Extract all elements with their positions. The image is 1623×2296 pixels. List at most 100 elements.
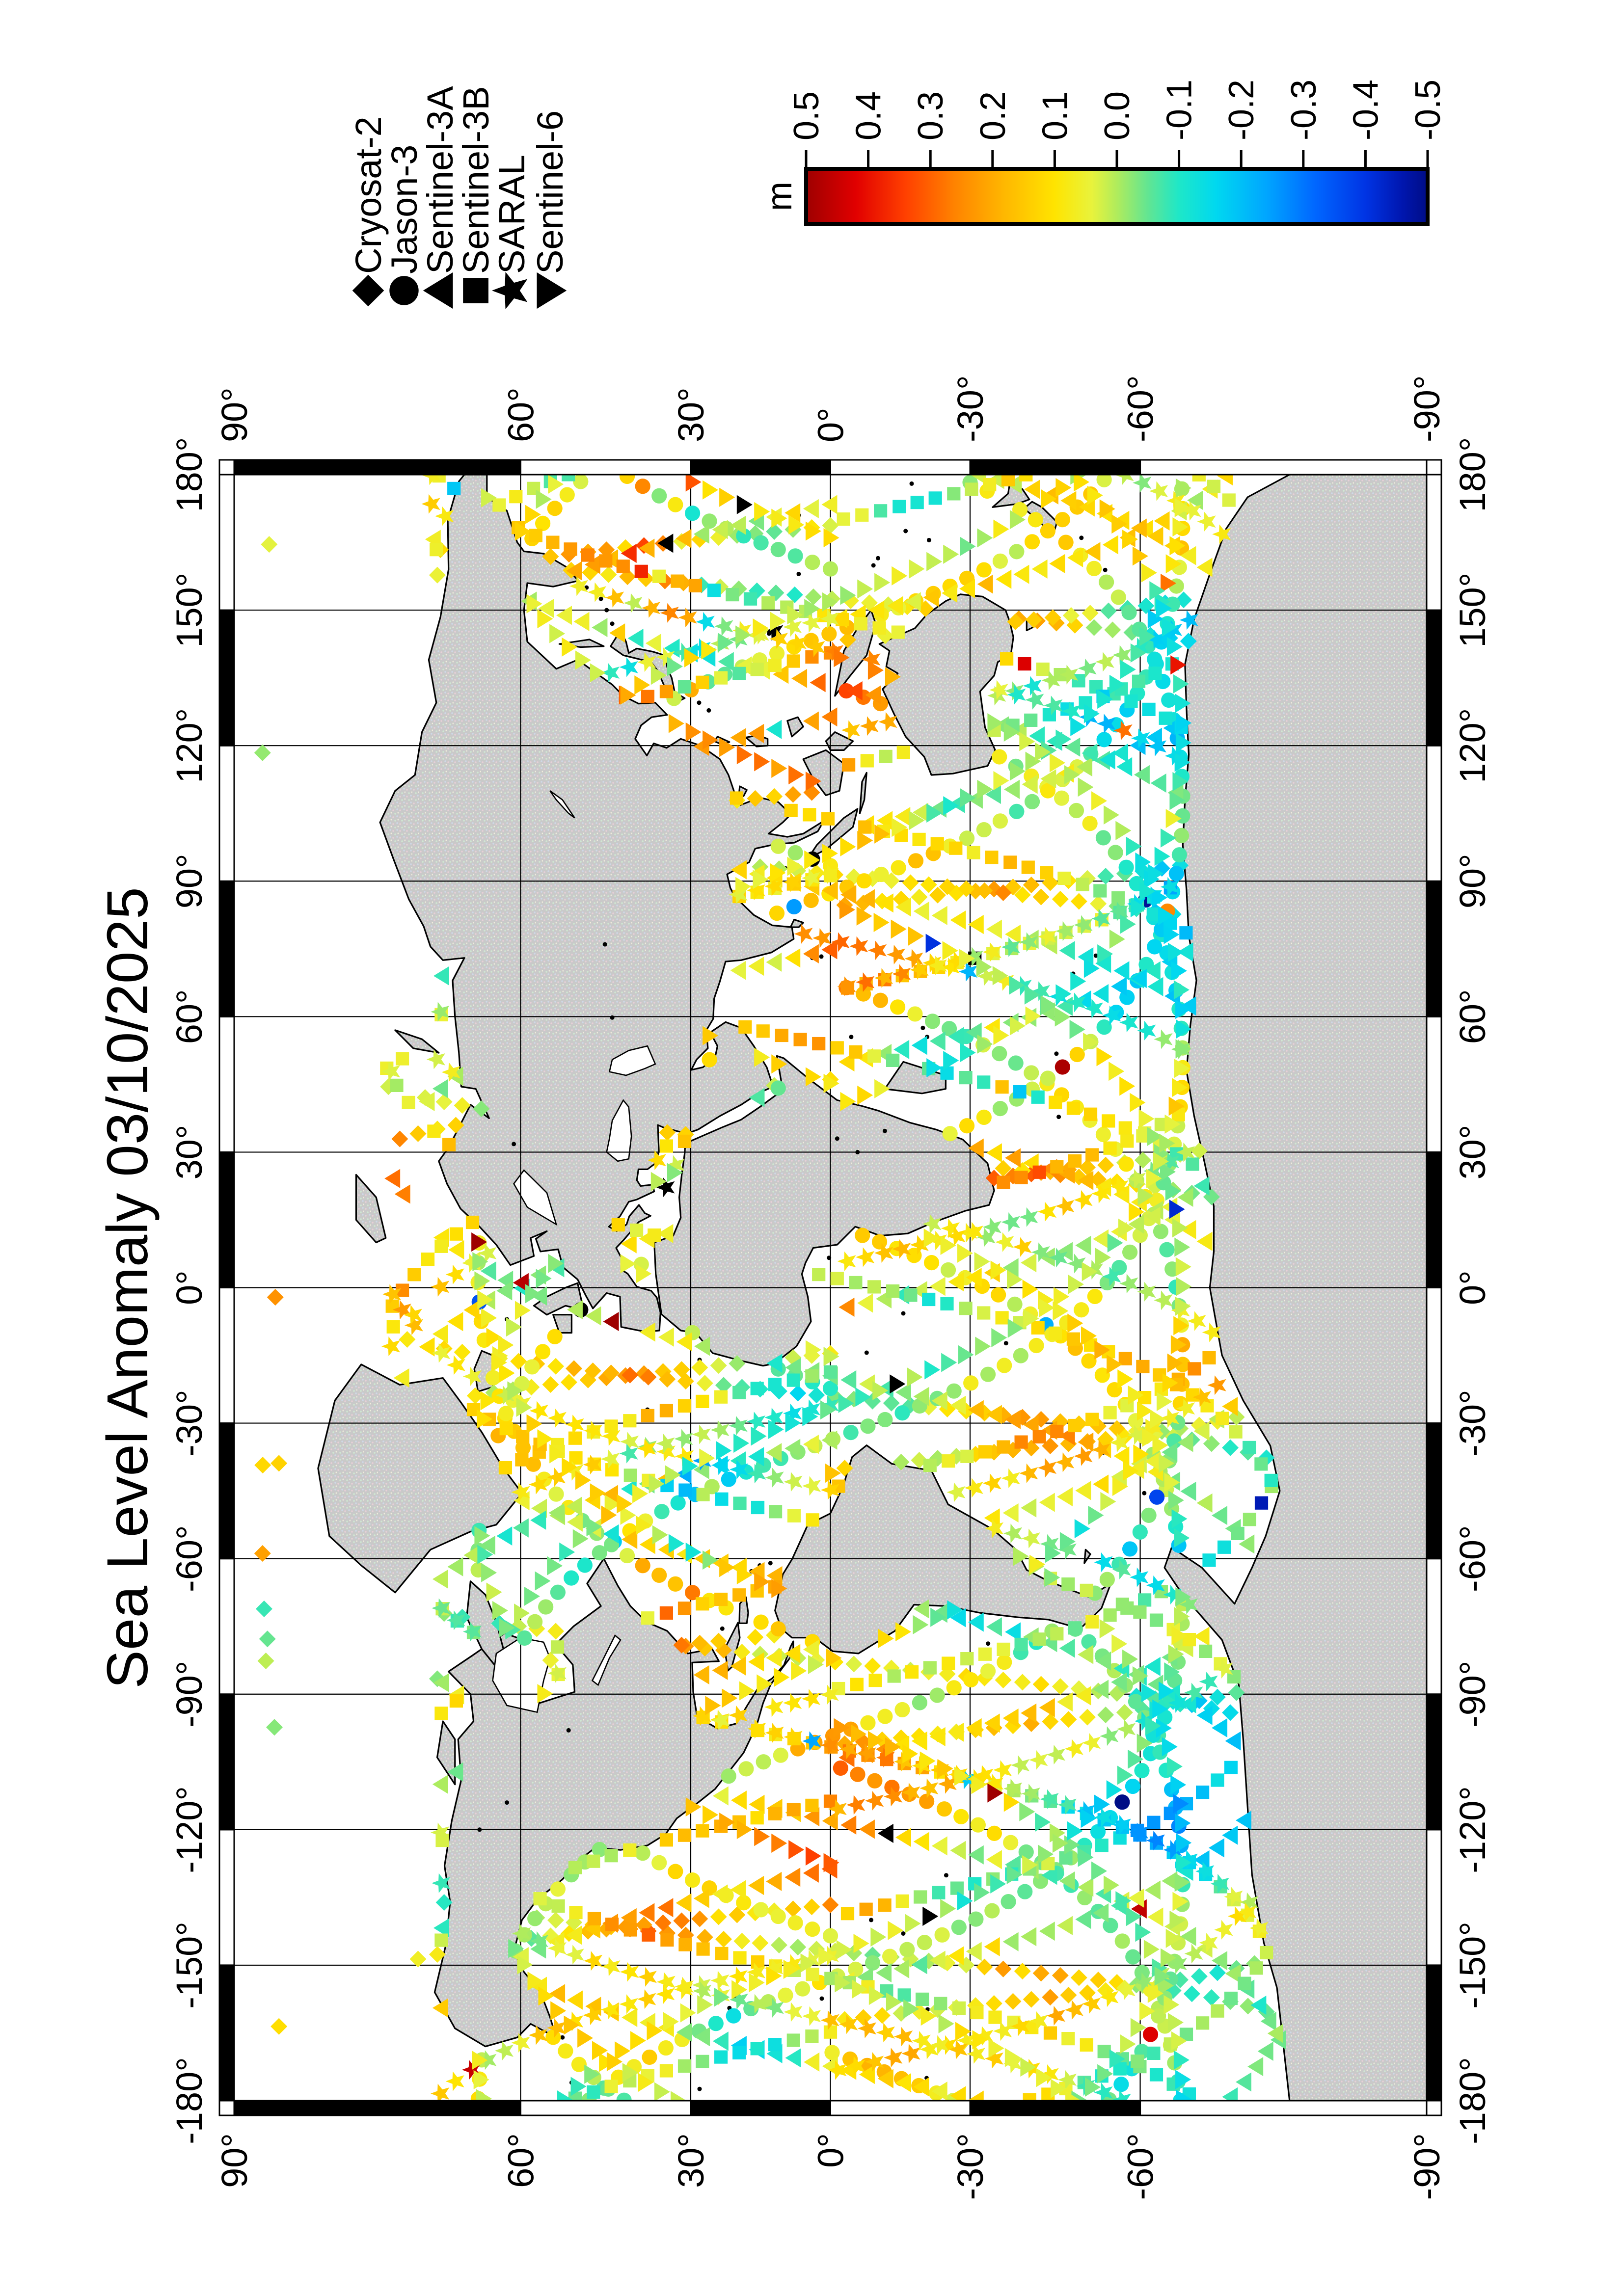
island-dot <box>1142 1491 1147 1495</box>
island-dot <box>920 1025 925 1030</box>
island-dot <box>610 621 615 626</box>
legend-row-Sentinel-6: Sentinel-6 <box>530 110 570 309</box>
lon-tick-label-top: -60° <box>169 1525 210 1592</box>
island-dot <box>697 2086 702 2091</box>
lon-tick-label-bottom: 60° <box>1452 989 1493 1044</box>
lon-tick-label-bottom: 90° <box>1452 854 1493 908</box>
legend-satellite-label: Sentinel-3A <box>420 86 460 274</box>
lon-tick-label-top: 30° <box>169 1124 210 1179</box>
lat-tick-label-left: 30° <box>671 2133 711 2188</box>
land-mindanao <box>786 716 804 738</box>
island-dot <box>566 1728 571 1733</box>
lat-tick-label-right: 30° <box>671 387 711 442</box>
lat-tick-label-left: -90° <box>1407 2133 1447 2200</box>
legend-satellite-label: Jason-3 <box>384 145 425 274</box>
plot-title: Sea Level Anomaly 03/10/2025 <box>95 887 160 1689</box>
lake-baikal <box>549 790 575 819</box>
island-dot <box>768 1561 773 1566</box>
lon-tick-label-bottom: 120° <box>1452 708 1493 783</box>
legend-symbol-star-icon <box>491 271 528 310</box>
tracks-Sentinel-6 <box>471 475 1192 2101</box>
land-svalbard <box>355 1174 387 1244</box>
legend: Cryosat-2Jason-3Sentinel-3ASentinel-3BSA… <box>348 86 570 310</box>
colorbar: m 0.5 0.4 0.3 0.2 0.1 0.0 -0.1 -0.2 -0.3 -0.4 -0.5 <box>760 80 1448 226</box>
land-madagascar <box>884 1061 947 1095</box>
island-dot <box>1103 567 1108 572</box>
colorbar-tick-label: 0.5 <box>787 91 826 140</box>
legend-row-Sentinel-3A: Sentinel-3A <box>420 86 460 309</box>
island-dot <box>1054 1051 1059 1056</box>
island-dot <box>926 537 931 542</box>
island-dot <box>882 1128 887 1133</box>
tracks-SARAL <box>381 475 1269 2101</box>
legend-satellite-label: SARAL <box>491 155 532 274</box>
colorbar-tick-label: 0.4 <box>849 91 889 140</box>
legend-symbol-triangle-up-icon <box>423 272 453 309</box>
lat-tick-label-right: -30° <box>950 375 991 442</box>
land-victoria_island <box>436 1720 456 1786</box>
island-dot <box>901 1311 906 1316</box>
legend-satellite-label: Cryosat-2 <box>348 116 389 274</box>
colorbar-tick-label: -0.1 <box>1160 80 1199 140</box>
island-dot <box>909 481 914 486</box>
colorbar-tick-label: 0.2 <box>974 91 1013 140</box>
island-dot <box>819 1996 824 2001</box>
legend-row-Cryosat-2: Cryosat-2 <box>348 116 389 307</box>
legend-row-SARAL: SARAL <box>491 155 532 310</box>
legend-satellite-label: Sentinel-3B <box>456 86 496 274</box>
lon-tick-label-bottom: -30° <box>1452 1389 1493 1457</box>
land-ireland <box>552 1314 572 1334</box>
legend-satellite-label: Sentinel-6 <box>530 110 570 274</box>
land-novaya_zemlya <box>394 1029 440 1054</box>
island-dot <box>864 1350 869 1355</box>
lat-tick-label-left: -60° <box>1120 2133 1161 2200</box>
lat-tick-label-right: -60° <box>1120 375 1161 442</box>
lon-tick-label-bottom: 30° <box>1452 1124 1493 1179</box>
island-dot <box>720 1626 725 1631</box>
lon-tick-label-top: -180° <box>169 2057 210 2144</box>
lon-tick-label-bottom: -90° <box>1452 1660 1493 1728</box>
land-greenland <box>317 1363 523 1594</box>
island-dot <box>505 1800 509 1805</box>
lon-tick-label-top: 90° <box>169 854 210 908</box>
legend-symbol-square-icon <box>463 278 488 303</box>
legend-row-Sentinel-3B: Sentinel-3B <box>456 86 496 303</box>
lon-tick-label-top: -150° <box>169 1922 210 2009</box>
lat-tick-label-right: 60° <box>500 387 541 442</box>
island-dot <box>602 942 607 947</box>
legend-row-Jason-3: Jason-3 <box>384 145 425 305</box>
colorbar-tick-label: 0.1 <box>1035 91 1075 140</box>
island-dot <box>1093 953 1098 958</box>
lon-tick-label-bottom: -120° <box>1452 1786 1493 1873</box>
island-dot <box>706 708 711 713</box>
island-dot <box>560 2035 565 2040</box>
lon-tick-label-bottom: -150° <box>1452 1922 1493 2009</box>
lat-tick-label-left: -30° <box>950 2133 991 2200</box>
island-dot <box>610 1015 615 1020</box>
lon-tick-label-top: -120° <box>169 1786 210 1873</box>
lake-black_sea <box>606 1099 632 1162</box>
tracks-Sentinel-3A <box>384 475 1286 2101</box>
island-dot <box>598 596 603 601</box>
lat-tick-label-right: 0° <box>811 407 851 442</box>
island-dot <box>796 572 801 576</box>
lon-tick-label-bottom: -60° <box>1452 1525 1493 1592</box>
lon-tick-label-top: 180° <box>169 437 210 512</box>
lake-baltic <box>513 1169 558 1226</box>
legend-symbol-triangle-down-icon <box>537 272 567 309</box>
island-dot <box>849 1035 854 1040</box>
legend-symbol-diamond-icon <box>352 274 384 307</box>
island-dot <box>871 563 876 568</box>
axis-labels: -180° -180° -150° -150° -120° -120° -90° -90° -6… <box>169 375 1493 2200</box>
lake-caspian <box>608 1045 656 1076</box>
island-dot <box>1056 1115 1061 1120</box>
colorbar-tick-label: -0.5 <box>1408 80 1448 140</box>
lon-tick-label-bottom: 0° <box>1452 1270 1493 1305</box>
lon-tick-label-top: 0° <box>169 1270 210 1305</box>
lat-tick-label-left: 0° <box>811 2133 851 2168</box>
island-dot <box>876 556 880 561</box>
island-dot <box>901 1931 906 1936</box>
lon-tick-label-bottom: -180° <box>1452 2057 1493 2144</box>
